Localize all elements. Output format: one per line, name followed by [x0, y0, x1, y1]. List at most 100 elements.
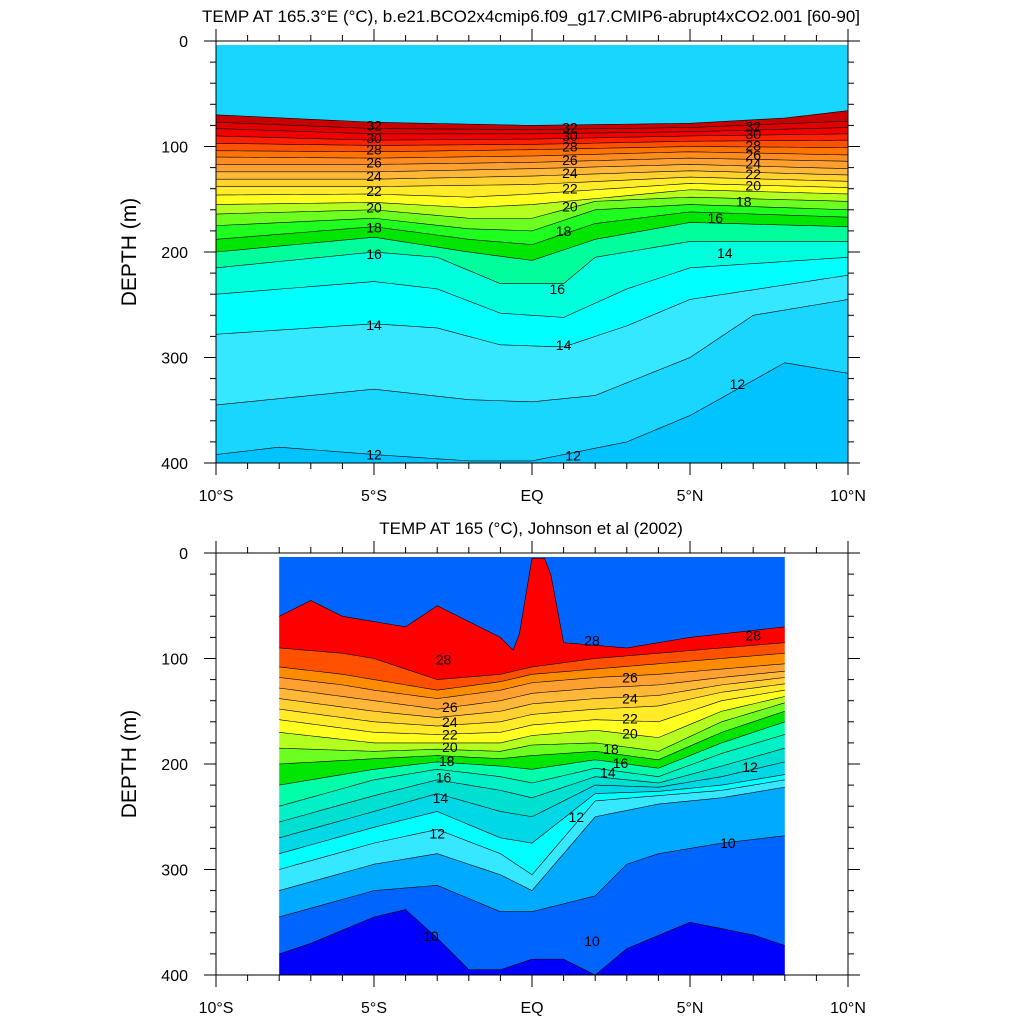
contour-label: 20 [366, 200, 382, 216]
y-tick-label: 400 [161, 456, 188, 473]
top-panel-contour-labels: 3230282624222018161412323028262422201816… [366, 117, 761, 463]
contour-label: 30 [366, 130, 382, 146]
contour-fill [279, 774, 785, 875]
contour-label: 22 [745, 166, 761, 182]
contour-label: 20 [745, 178, 761, 194]
contour-fill [216, 133, 848, 146]
x-tick-label: EQ [520, 488, 543, 505]
contour-label: 30 [562, 128, 578, 144]
contour-fill [216, 257, 848, 347]
contour-label: 16 [707, 210, 723, 226]
contour-line [215, 189, 849, 208]
contour-line [215, 299, 849, 406]
contour-label: 16 [613, 755, 629, 771]
contour-line [279, 683, 785, 727]
contour-line [279, 702, 785, 752]
contour-label: 24 [562, 165, 578, 181]
contour-line [279, 761, 785, 839]
x-tick-label: 5°N [677, 1000, 704, 1017]
contour-fill [216, 45, 848, 126]
contour-line [279, 774, 785, 854]
contour-label: 12 [742, 759, 758, 775]
contour-fill [279, 683, 785, 735]
contour-line [215, 139, 849, 146]
contour-fill [216, 241, 848, 318]
contour-fill [279, 711, 785, 786]
y-axis-title: DEPTH (m) [118, 198, 141, 307]
contour-line [216, 157, 849, 165]
contour-fill [279, 721, 785, 807]
contour-line [216, 164, 849, 173]
contour-label: 18 [603, 741, 619, 757]
contour-line [279, 677, 785, 718]
contour-line [215, 211, 849, 245]
contour-label: 12 [565, 448, 581, 464]
y-tick-label: 400 [161, 968, 188, 985]
contour-fill [216, 170, 848, 187]
contour-label: 22 [442, 726, 458, 742]
contour-label: 20 [442, 739, 458, 755]
contour-line [215, 274, 849, 348]
contour-label: 14 [600, 764, 616, 780]
contour-label: 28 [562, 139, 578, 155]
contour-fill [216, 110, 848, 130]
contour-line [279, 835, 785, 918]
contour-label: 22 [622, 711, 638, 727]
contour-line [215, 127, 849, 135]
contour-fill [216, 204, 848, 245]
x-tick-label: EQ [520, 1000, 543, 1017]
contour-line [215, 256, 849, 318]
contour-line [215, 133, 849, 141]
contour-label: 14 [556, 337, 572, 353]
contour-fill [279, 653, 785, 699]
contour-label: 24 [442, 714, 458, 730]
y-tick-label: 200 [161, 757, 188, 774]
contour-label: 26 [745, 147, 761, 163]
contour-line [216, 170, 849, 180]
contour-label: 26 [562, 152, 578, 168]
contour-line [215, 146, 849, 153]
contour-line [279, 642, 785, 680]
contour-label: 12 [366, 447, 382, 463]
contour-label: 10 [720, 835, 736, 851]
contour-fill [216, 211, 848, 261]
top-panel-contour-lines [215, 110, 849, 462]
y-tick-label: 100 [161, 140, 188, 157]
contour-line [215, 110, 849, 126]
contour-label: 30 [745, 126, 761, 142]
contour-fill [216, 151, 848, 165]
contour-label: 26 [622, 669, 638, 685]
contour-label: 32 [366, 117, 382, 133]
x-tick-label: 10°S [199, 1000, 234, 1017]
contour-label: 24 [745, 155, 761, 171]
top-panel-axes: 10°S 5°S EQ 5°N 10°N 0 100 200 300 400 DEPTH (m) [118, 29, 866, 505]
y-tick-label: 0 [179, 34, 188, 51]
bottom-panel-axes: 10°S 5°S EQ 5°N 10°N 0 100 200 300 400 DEPTH (m) [118, 541, 866, 1017]
contour-label: 14 [717, 245, 733, 261]
bottom-panel-fills [279, 557, 785, 975]
contour-label: 22 [366, 183, 382, 199]
contour-label: 16 [366, 246, 382, 262]
contour-label: 20 [562, 199, 578, 215]
x-tick-label: 5°S [361, 488, 387, 505]
contour-label: 24 [366, 168, 382, 184]
contour-fill [216, 362, 848, 463]
contour-line [215, 120, 849, 130]
contour-line [279, 747, 785, 823]
y-tick-label: 300 [161, 863, 188, 880]
contour-label: 16 [436, 770, 452, 786]
contour-fill [279, 690, 785, 743]
contour-label: 26 [442, 699, 458, 715]
contour-label: 18 [366, 220, 382, 236]
contour-line [215, 151, 849, 159]
contour-fill [279, 761, 785, 854]
contour-line [215, 196, 849, 219]
contour-label: 32 [562, 120, 578, 136]
contour-line [279, 721, 785, 786]
contour-label: 24 [622, 691, 638, 707]
contour-fill [279, 787, 785, 917]
contour-fill [279, 642, 785, 691]
contour-line [215, 362, 849, 462]
contour-label: 20 [622, 725, 638, 741]
